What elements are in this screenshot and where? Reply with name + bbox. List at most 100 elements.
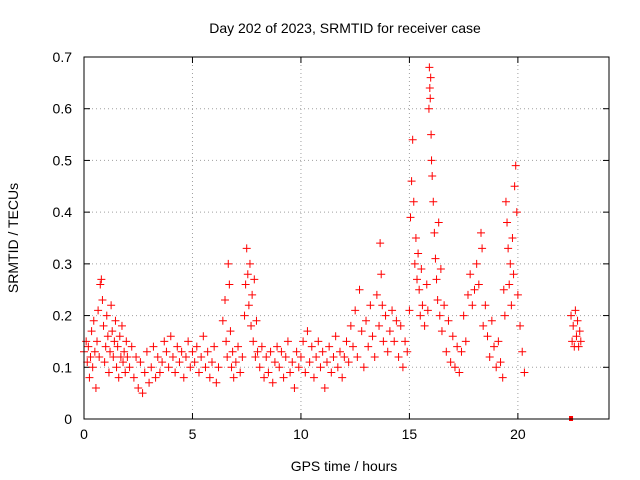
data-point xyxy=(478,244,487,253)
data-point xyxy=(218,316,227,325)
data-point xyxy=(101,342,110,351)
data-point xyxy=(433,296,442,305)
data-point xyxy=(416,311,425,320)
data-point xyxy=(108,327,117,336)
y-tick-labels: 0 0.1 0.2 0.3 0.4 0.5 0.6 0.7 xyxy=(53,49,73,427)
data-point xyxy=(228,347,237,356)
data-point xyxy=(158,358,167,367)
data-point xyxy=(406,213,415,222)
data-point xyxy=(427,156,436,165)
data-point xyxy=(109,352,118,361)
data-point xyxy=(149,342,158,351)
data-point xyxy=(575,327,584,336)
data-point xyxy=(379,337,388,346)
data-point xyxy=(307,342,316,351)
data-point xyxy=(249,337,258,346)
data-point xyxy=(333,363,342,372)
data-point xyxy=(88,363,97,372)
data-point xyxy=(411,234,420,242)
data-point xyxy=(446,358,455,367)
data-point xyxy=(357,327,366,336)
y-tick-label: 0.1 xyxy=(53,359,73,375)
data-point xyxy=(234,342,243,351)
data-point xyxy=(576,337,585,346)
data-point xyxy=(102,311,111,320)
data-point xyxy=(372,290,381,299)
data-point xyxy=(248,290,257,299)
plot-frame xyxy=(83,56,610,420)
data-point xyxy=(470,285,479,294)
data-point xyxy=(401,337,410,346)
data-point xyxy=(368,332,377,341)
data-point xyxy=(314,337,323,346)
data-point xyxy=(247,321,256,330)
data-point xyxy=(147,363,156,372)
data-point xyxy=(236,368,245,377)
data-point xyxy=(512,208,521,217)
x-tick-label: 0 xyxy=(80,426,88,442)
data-point xyxy=(283,337,292,346)
data-point xyxy=(510,182,519,191)
data-point xyxy=(125,363,134,372)
data-point xyxy=(572,332,581,341)
data-point xyxy=(207,358,216,367)
data-point xyxy=(508,234,517,242)
data-point xyxy=(505,280,514,289)
data-point xyxy=(138,389,147,398)
data-point xyxy=(383,347,392,356)
data-point xyxy=(392,316,401,325)
data-point xyxy=(396,321,405,330)
data-point xyxy=(177,347,186,356)
data-point xyxy=(114,373,123,382)
data-point xyxy=(245,259,254,268)
data-point xyxy=(181,352,190,361)
data-point xyxy=(288,358,297,367)
chart-title: Day 202 of 2023, SRMTID for receiver cas… xyxy=(209,20,481,36)
data-point xyxy=(459,311,468,320)
data-point xyxy=(435,311,444,320)
data-point xyxy=(99,321,108,330)
data-point xyxy=(197,352,206,361)
data-point xyxy=(500,311,509,320)
data-point xyxy=(168,352,177,361)
data-point xyxy=(97,275,106,284)
data-point xyxy=(378,301,387,310)
data-point xyxy=(479,321,488,330)
data-point xyxy=(86,352,95,361)
data-point xyxy=(422,280,431,289)
data-point xyxy=(186,363,195,372)
data-point xyxy=(504,244,513,253)
data-point xyxy=(127,342,136,351)
data-point xyxy=(322,358,331,367)
data-point xyxy=(85,373,94,382)
data-point xyxy=(346,321,355,330)
data-point xyxy=(268,378,277,387)
data-point xyxy=(243,270,252,279)
data-point xyxy=(104,368,113,377)
data-point xyxy=(89,316,98,325)
data-point xyxy=(305,358,314,367)
data-point xyxy=(329,352,338,361)
data-point xyxy=(453,342,462,351)
data-point xyxy=(366,301,375,310)
data-point xyxy=(407,177,416,186)
data-point xyxy=(424,104,433,113)
data-point xyxy=(511,161,520,170)
data-points xyxy=(80,63,585,398)
data-point xyxy=(434,218,443,227)
data-point xyxy=(188,347,197,356)
data-point xyxy=(483,332,492,341)
grid-lines xyxy=(84,57,609,419)
data-point xyxy=(231,358,240,367)
data-point xyxy=(257,342,266,351)
data-point xyxy=(279,373,288,382)
data-point xyxy=(273,342,282,351)
x-tick-label: 5 xyxy=(189,426,197,442)
data-point xyxy=(568,337,577,346)
data-point xyxy=(117,321,126,330)
data-point xyxy=(281,352,290,361)
data-point xyxy=(121,368,130,377)
data-point xyxy=(450,363,459,372)
data-point xyxy=(436,265,445,274)
data-point xyxy=(241,280,250,289)
